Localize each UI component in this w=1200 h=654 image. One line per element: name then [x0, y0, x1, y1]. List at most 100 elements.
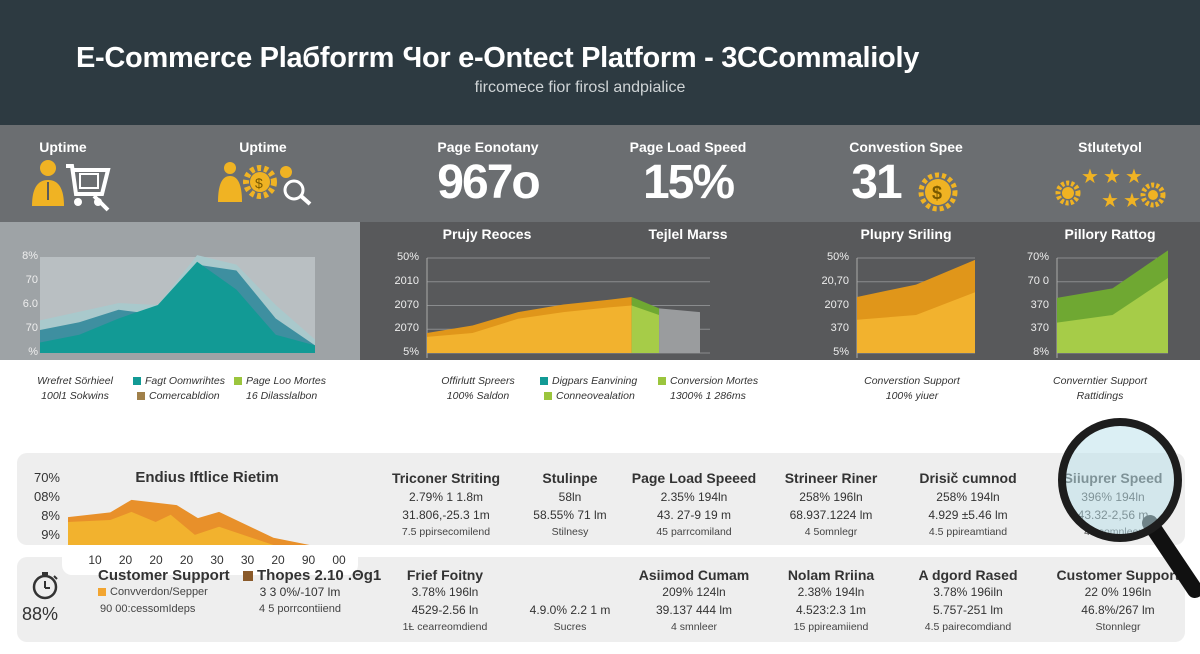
svg-text:★: ★ [1081, 166, 1099, 188]
y-tick-label: 5% [833, 346, 849, 358]
card-column-note: 4 5omnlegr [804, 526, 858, 538]
y-tick-label: 2070 [394, 322, 419, 335]
y-tick-label: 5% [403, 346, 419, 358]
chart-title: Prujy Reoces [442, 226, 532, 242]
y-tick-label: % [28, 346, 38, 358]
legend-text: Rattidings [1076, 390, 1124, 402]
header [0, 0, 1200, 125]
chart-title: Endius Iftlice Rietim [135, 469, 279, 486]
support-title: Customer Support [98, 567, 230, 584]
card-column-value: 2.38% 194ln [797, 585, 865, 599]
legend-swatch [137, 392, 145, 401]
card-column-note: Stonnlegr [1095, 621, 1141, 633]
legend-text: 100Ɩ1 Sokwins [41, 390, 109, 402]
svg-text:$: $ [932, 183, 942, 203]
y-tick-label: 20,70 [821, 274, 849, 287]
kpi-value: 31 [851, 156, 902, 209]
support-note: 90 00:cessomIdeps [100, 603, 196, 615]
x-tick-label: 20 [118, 553, 133, 567]
card-column-value: 3.78% 196ln [411, 585, 479, 599]
y-tick-label: 70% [1026, 251, 1049, 263]
legend-item: 1300% 1 286ms [670, 390, 746, 402]
chart-panel-right [360, 222, 1200, 360]
card-column-value: 58ln [558, 490, 582, 504]
legend-item: Conversion Mortes [658, 375, 758, 387]
card-column-value: 4529-2.56 ln [411, 603, 479, 617]
card-column-title: A dgord Rased [918, 567, 1018, 583]
y-tick-label: 70 [25, 322, 38, 334]
legend-item: 100% Saldon [398, 390, 558, 402]
dollar-gear-icon: $ [918, 172, 958, 212]
legend-item: Fagt Oomwrihtes [133, 375, 225, 387]
thopes-value: 3 3 0%/-107 lm [259, 585, 341, 599]
card-column-value: 258% 196ln [799, 490, 863, 504]
card-column-title: Triconer Striting [391, 470, 501, 486]
card-column-value: 2.79% 1 1.8m [408, 490, 484, 504]
card-column-value: 4.523:2.3 1m [795, 603, 867, 617]
svg-text:★: ★ [1123, 190, 1141, 212]
card-column-note: Sucres [553, 621, 587, 633]
card-column-note: 4.5 pairecomdiand [924, 621, 1012, 633]
legend-item: Converntier Support [1020, 375, 1180, 387]
legend-swatch [658, 377, 666, 386]
magnifier-icon [1058, 418, 1200, 598]
card-column-note: 7.5 ppirsecomilend [401, 526, 491, 538]
card-column-note: 1Ƚ cearreomdiend [402, 621, 488, 633]
card-column-value: 2.35% 194ln [660, 490, 728, 504]
svg-text:★: ★ [1125, 166, 1143, 188]
card-column-title: Stulinpe [542, 470, 598, 486]
legend-text: Comercabldion [149, 390, 220, 402]
stars-gears-icon: ★ ★ ★★ ★ [1055, 166, 1166, 212]
stat-value: 88% [22, 604, 59, 624]
x-tick-label: 10 [88, 553, 102, 567]
card-column-note: 15 ppireamiiend [793, 621, 869, 633]
legend-text: 16 Dilasslalbon [246, 390, 318, 402]
legend-item: Offirlutt Spreers [398, 375, 558, 387]
legend-item: 100Ɩ1 Sokwins [0, 390, 155, 402]
card-column-value: 31.806,-25.3 1m [402, 508, 490, 522]
svg-text:★: ★ [1101, 190, 1119, 212]
chart-title: Pillory Rattog [1064, 226, 1156, 242]
y-tick-label: 8% [22, 250, 38, 262]
card-column-value: 258% 194ln [936, 490, 1000, 504]
legend-item: Rattidings [1020, 390, 1180, 402]
card-column-value: 4.9.0% 2.2 1 m [529, 603, 611, 617]
legend-text: Wrefret Sörhieel [37, 375, 113, 387]
card-column-title: Page Load Speeed [631, 470, 757, 486]
kpi-label: Uptime [39, 139, 87, 155]
legend-text: Converntier Support [1053, 375, 1147, 387]
card-column-value: 68.937.1224 lm [789, 508, 873, 522]
chart-title: Plupry Sriling [860, 226, 952, 242]
y-tick-label: 08% [33, 489, 60, 504]
y-tick-label: 50% [396, 251, 419, 263]
card-column-value: 5.757-251 lm [932, 603, 1004, 617]
card-column-value: 43. 27-9 19 m [656, 508, 732, 522]
y-tick-label: 370 [830, 322, 849, 335]
y-tick-label: 8% [1033, 346, 1049, 358]
y-tick-label: 9% [41, 527, 60, 542]
legend-swatch [544, 392, 552, 401]
card-column-title: Customer Support [1056, 567, 1180, 583]
kpi-label: Convestion Spee [849, 139, 963, 155]
x-tick-label: 90 [301, 553, 316, 567]
y-tick-label: 6.0 [22, 298, 38, 310]
legend-text: Fagt Oomwrihtes [145, 375, 225, 387]
y-tick-label: 370 [1030, 298, 1049, 311]
card-column-value: 209% 124ln [662, 585, 726, 599]
legend-item: Conneovealation [544, 390, 635, 402]
card-column-value: 22 0% 196ln [1084, 585, 1152, 599]
x-tick-label: 20 [179, 553, 194, 567]
legend-text: Conneovealation [556, 390, 635, 402]
legend-text: 100% Saldon [446, 390, 510, 402]
legend-text: Page Loo Mortes [246, 375, 326, 387]
y-tick-label: 370 [1030, 322, 1049, 335]
y-tick-label: 70 [25, 274, 38, 286]
x-tick-label: 00 [332, 553, 346, 567]
page-title: E-Commerce Plaбforrm Ϥor e-Ontect Platfo… [76, 42, 920, 74]
legend-text: Digpars Eanvining [552, 375, 638, 387]
chart-title: Tejlel Marss [648, 226, 728, 242]
x-tick-label: 30 [210, 553, 224, 567]
legend-item: Page Loo Mortes [234, 375, 326, 387]
legend-text: Converstion Support [864, 375, 960, 387]
card-column-note: 45 parrcomiland [656, 526, 732, 538]
